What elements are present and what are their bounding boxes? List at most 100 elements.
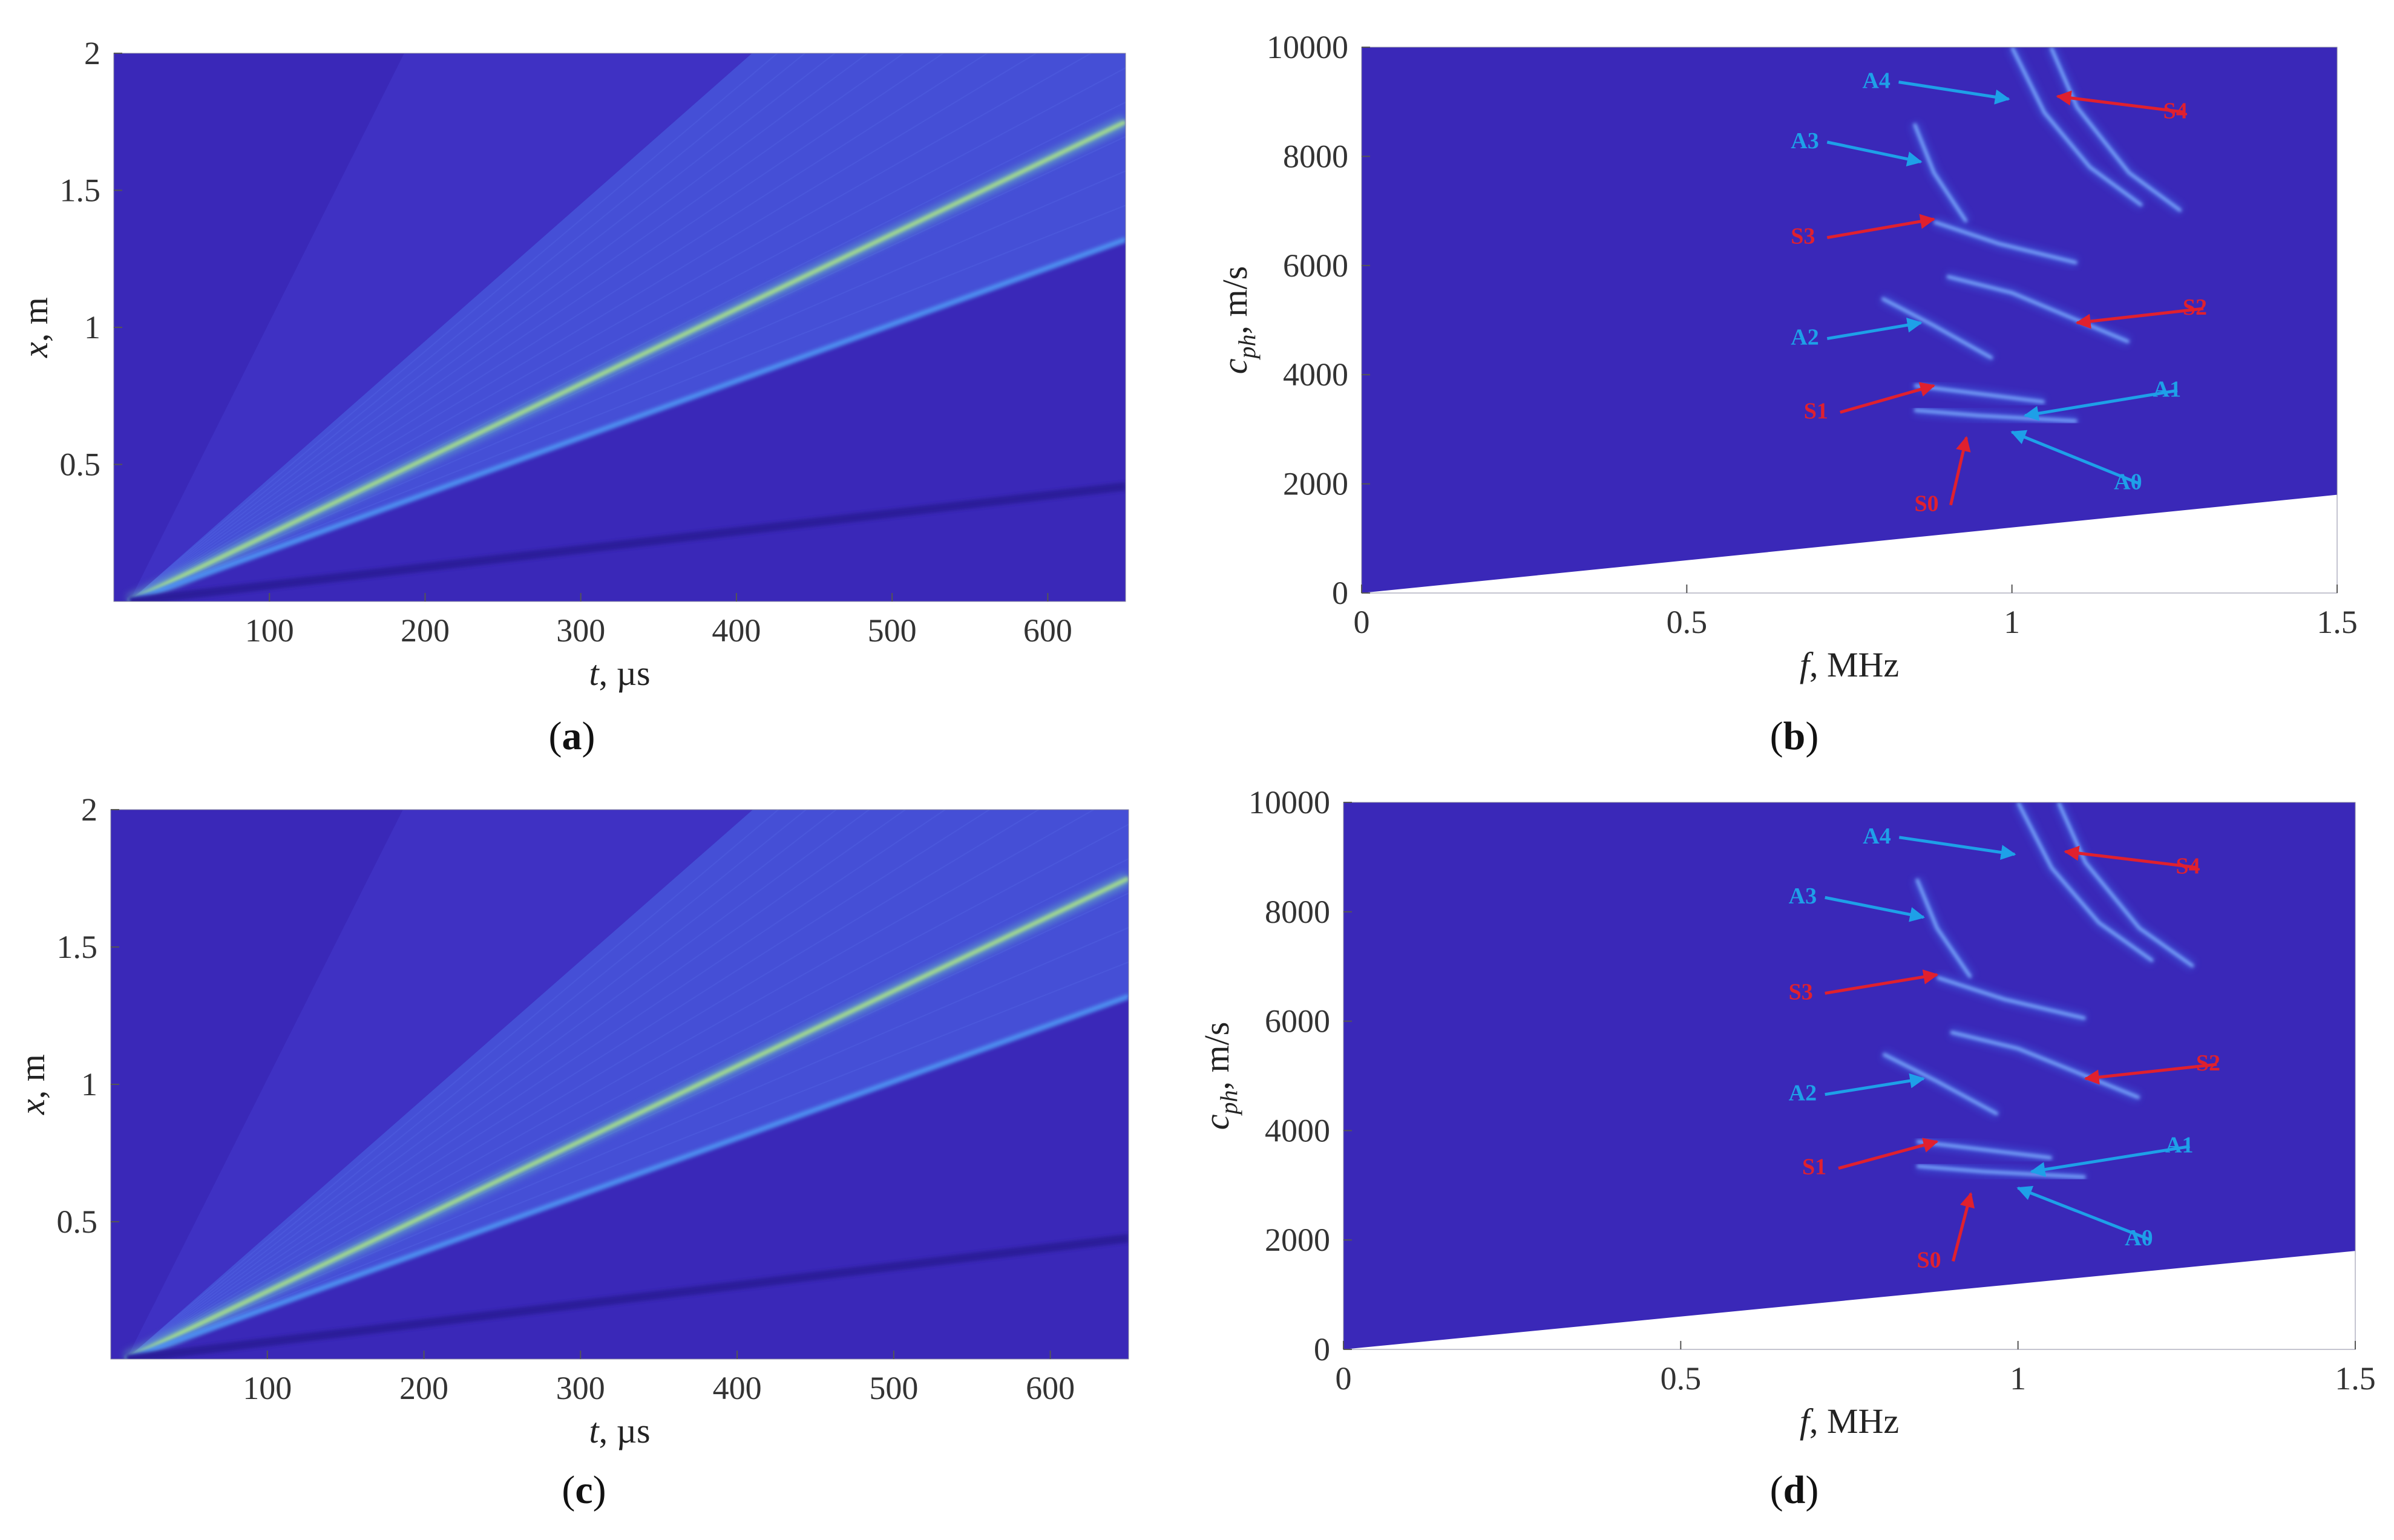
x-tick-label: 1 xyxy=(2004,604,2020,640)
x-tick-label: 400 xyxy=(713,1370,762,1406)
x-tick-label: 500 xyxy=(869,1370,918,1406)
panel-label-open: ( xyxy=(549,714,562,758)
mode-arrow-S0 xyxy=(1952,1191,1975,1262)
y-axis-variable: x xyxy=(16,342,55,358)
panel-a: 100 200 300 400 500 600 0.5 1 1.5 2 t, µs x, m (a) xyxy=(16,35,1126,758)
panel-label-letter: d xyxy=(1783,1468,1806,1512)
x-axis-unit: , µs xyxy=(599,654,651,693)
fringe-line xyxy=(129,53,836,601)
mode-label-A3: A3 xyxy=(1789,883,1817,909)
mode-label-A4: A4 xyxy=(1863,824,1891,849)
mode-label-S1: S1 xyxy=(1804,398,1828,424)
dispersion-curve-A1 xyxy=(1917,1164,2086,1179)
mode-label-S3: S3 xyxy=(1791,224,1815,249)
mode-arrow-A1 xyxy=(2030,1145,2190,1178)
panel-label-close: ) xyxy=(1805,714,1818,758)
y-axis-label: x, m xyxy=(16,297,55,358)
y-tick-label: 0.5 xyxy=(57,1204,98,1240)
y-tick-label: 4000 xyxy=(1283,356,1348,393)
dispersion-curve-S4 xyxy=(2049,47,2182,212)
mode-arrow-S4 xyxy=(2056,90,2185,114)
x-tick-label: 400 xyxy=(712,612,761,649)
y-axis-label: cph, m/s xyxy=(1215,266,1261,375)
faint-front-region xyxy=(126,810,753,1359)
slow-ridge xyxy=(126,1234,1129,1359)
fringe-line xyxy=(129,205,1126,601)
mode-label-S2: S2 xyxy=(2183,295,2207,320)
dispersion-curve-A3 xyxy=(1915,878,1972,978)
mode-label-A1: A1 xyxy=(2153,376,2181,402)
y-tick-label: 8000 xyxy=(1283,138,1348,174)
plot-area xyxy=(111,810,1129,1359)
mode-arrow-S1 xyxy=(1838,1138,1939,1170)
y-axis-unit: , m/s xyxy=(1215,266,1254,335)
dispersion-curve-A2 xyxy=(1881,297,1993,360)
panel-label-close: ) xyxy=(582,714,595,758)
y-tick-label: 6000 xyxy=(1265,1003,1330,1040)
panel-c: 100 200 300 400 500 600 0.5 1 1.5 2 t, µs x, m (c) xyxy=(13,791,1129,1512)
dispersion-curve-A3 xyxy=(1913,123,1968,223)
x-axis-variable: t xyxy=(589,1411,600,1450)
mode-arrow-A2 xyxy=(1825,1073,1926,1096)
dispersion-curve-S3 xyxy=(1933,220,2078,264)
fringe-line xyxy=(126,961,1129,1359)
x-tick-label: 200 xyxy=(401,612,450,649)
mode-arrow-S0 xyxy=(1949,436,1971,506)
fringe-line xyxy=(126,810,779,1359)
mode-label-S1: S1 xyxy=(1802,1155,1826,1180)
mode-arrow-A2 xyxy=(1826,317,1923,341)
x-tick-label: 300 xyxy=(556,1370,605,1406)
panel-label-d: (d) xyxy=(1770,1468,1819,1512)
fringe-line xyxy=(126,810,807,1359)
dispersion-curve-S1 xyxy=(1917,1139,2052,1160)
y-tick-label: 10000 xyxy=(1267,29,1348,65)
y-axis-variable: x xyxy=(13,1099,52,1115)
blank-region xyxy=(1343,1251,2355,1349)
x-tick-label: 100 xyxy=(245,612,294,649)
second-ridge xyxy=(128,237,1126,601)
panel-label-c: (c) xyxy=(562,1468,606,1512)
main-ridge xyxy=(128,120,1126,601)
blank-region xyxy=(1362,494,2337,593)
fringe-line xyxy=(129,170,1126,601)
fringe-line xyxy=(126,810,907,1359)
main-ridge xyxy=(125,876,1129,1359)
x-tick-label: 600 xyxy=(1023,612,1072,649)
y-axis-unit: , m xyxy=(13,1054,52,1099)
plot-area xyxy=(1362,47,2337,593)
mode-label-S0: S0 xyxy=(1917,1247,1941,1273)
y-tick-label: 6000 xyxy=(1283,247,1348,284)
dispersion-curve-A1 xyxy=(1914,408,2078,423)
slow-ridge xyxy=(128,482,1126,601)
y-tick-label: 1 xyxy=(84,309,100,346)
x-axis-unit: , µs xyxy=(599,1411,651,1450)
y-tick-label: 10000 xyxy=(1248,784,1330,821)
x-tick-label: 0.5 xyxy=(1667,604,1708,640)
wave-front-region xyxy=(126,810,1129,1359)
panel-label-b: (b) xyxy=(1770,714,1819,758)
dispersion-curve-S1 xyxy=(1914,384,2045,404)
y-axis-subscript: ph xyxy=(1233,335,1261,361)
mode-label-A1: A1 xyxy=(2165,1133,2193,1158)
fringe-line xyxy=(129,53,1092,601)
faint-front-region xyxy=(129,53,752,601)
mode-arrow-S4 xyxy=(2064,845,2197,870)
y-axis-label: cph, m/s xyxy=(1197,1022,1242,1130)
mode-label-S3: S3 xyxy=(1789,979,1813,1004)
x-tick-label: 1 xyxy=(2010,1360,2026,1397)
plot-frame xyxy=(1361,47,2338,594)
dispersion-curve-S2 xyxy=(1946,275,2130,344)
panel-label-open: ( xyxy=(562,1468,575,1512)
x-tick-label: 1.5 xyxy=(2317,604,2358,640)
panel-label-open: ( xyxy=(1770,714,1783,758)
fringe-line xyxy=(126,810,870,1359)
y-tick-label: 1.5 xyxy=(60,172,101,209)
panel-label-close: ) xyxy=(593,1468,606,1512)
x-axis-label: f, MHz xyxy=(1800,1401,1899,1441)
panel-label-open: ( xyxy=(1770,1468,1783,1512)
panel-label-a: (a) xyxy=(549,714,595,758)
y-tick-label: 0 xyxy=(1332,575,1348,611)
mode-label-S2: S2 xyxy=(2196,1050,2220,1076)
dispersion-curve-A4 xyxy=(2010,47,2143,207)
y-axis-subscript: ph xyxy=(1215,1090,1242,1116)
